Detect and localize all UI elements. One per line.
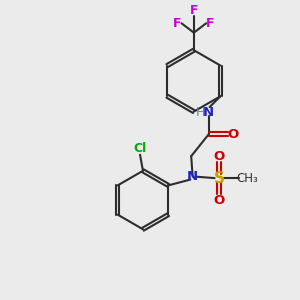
Text: F: F — [173, 16, 182, 29]
Text: F: F — [190, 4, 198, 17]
Text: CH₃: CH₃ — [236, 172, 258, 184]
Text: O: O — [213, 194, 225, 206]
Text: N: N — [187, 170, 198, 183]
Text: O: O — [227, 128, 239, 141]
Text: S: S — [214, 171, 224, 186]
Text: N: N — [203, 106, 214, 119]
Text: O: O — [213, 150, 225, 163]
Text: Cl: Cl — [134, 142, 147, 155]
Text: H: H — [196, 106, 206, 119]
Text: F: F — [206, 16, 214, 29]
